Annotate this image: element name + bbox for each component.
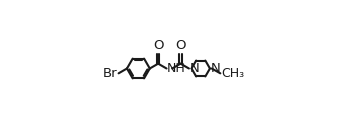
Text: N: N: [189, 62, 199, 75]
Text: O: O: [175, 39, 186, 52]
Text: N: N: [210, 62, 220, 75]
Text: O: O: [153, 39, 163, 52]
Text: CH₃: CH₃: [221, 67, 244, 80]
Text: Br: Br: [103, 67, 118, 80]
Text: NH: NH: [167, 62, 186, 75]
